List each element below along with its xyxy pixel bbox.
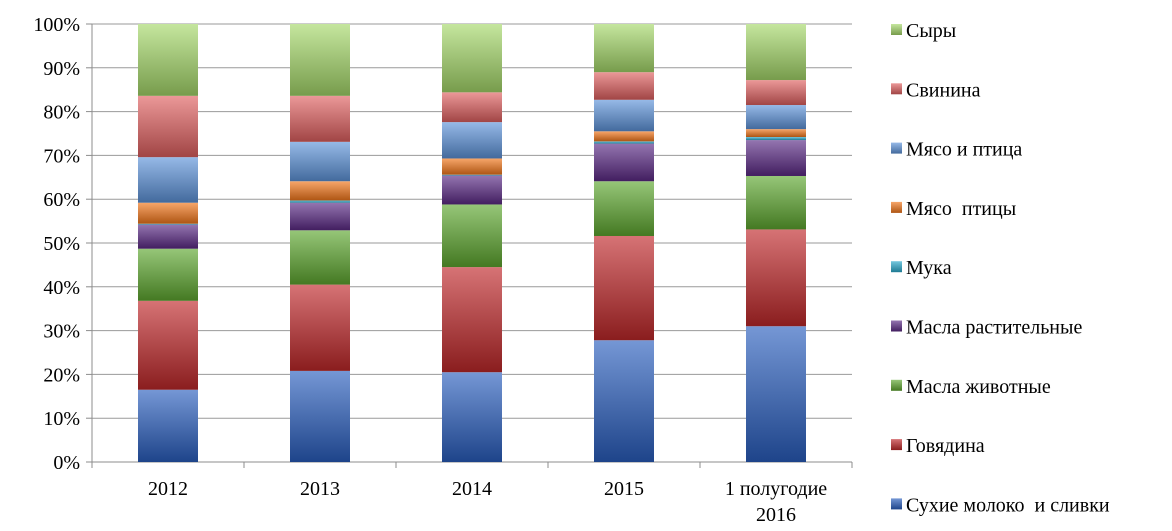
y-tick-label: 40% xyxy=(43,277,80,299)
legend-swatch xyxy=(891,380,902,391)
bar-segment xyxy=(442,176,502,205)
x-tick-label: 2013 xyxy=(300,478,340,500)
bar-segment xyxy=(442,175,502,176)
bar-segment xyxy=(138,24,198,96)
bar-segment xyxy=(442,372,502,462)
legend-label: Мука xyxy=(906,257,952,279)
bar-segment xyxy=(746,137,806,140)
y-tick-label: 10% xyxy=(43,408,80,430)
bar-segment xyxy=(594,131,654,141)
bar-segment xyxy=(594,100,654,132)
bar-segment xyxy=(138,224,198,225)
bar-segment xyxy=(290,142,350,181)
y-tick-label: 90% xyxy=(43,58,80,80)
legend-swatch xyxy=(891,24,902,35)
legend-swatch xyxy=(891,143,902,154)
y-tick-label: 100% xyxy=(33,14,80,36)
bar-segment xyxy=(746,24,806,80)
bar-segment xyxy=(138,301,198,390)
legend-label: Мясо птицы xyxy=(906,198,1016,220)
legend-swatch xyxy=(891,261,902,272)
legend-label: Сыры xyxy=(906,20,956,42)
bar-segment xyxy=(442,122,502,158)
legend-label: Мясо и птица xyxy=(906,139,1022,161)
legend-label: Масла животные xyxy=(906,376,1051,398)
bar-segment xyxy=(594,24,654,72)
bar-segment xyxy=(442,158,502,174)
legend: Сыры Свинина Мясо и птица Мясо птицы Мука Мас… xyxy=(891,20,1110,516)
y-tick-label: 80% xyxy=(43,102,80,124)
bar-segment xyxy=(290,285,350,371)
x-tick-label: 2015 xyxy=(604,478,644,500)
legend-swatch xyxy=(891,439,902,450)
y-tick-label: 70% xyxy=(43,145,80,167)
x-tick-label: 2014 xyxy=(452,478,492,500)
legend-label: Говядина xyxy=(906,435,985,457)
bar-segment xyxy=(442,24,502,92)
bar-segment xyxy=(138,225,198,249)
bar-segment xyxy=(594,141,654,143)
bar-segment xyxy=(746,80,806,105)
bar-segment xyxy=(594,72,654,100)
y-tick-label: 50% xyxy=(43,233,80,255)
legend-swatch xyxy=(891,498,902,509)
y-tick-label: 0% xyxy=(53,452,80,474)
bar-segment xyxy=(138,96,198,157)
bar-segment xyxy=(138,157,198,203)
bar-segment xyxy=(594,236,654,340)
bar-segment xyxy=(290,181,350,200)
bar-segment xyxy=(138,203,198,224)
bar-segment xyxy=(594,144,654,182)
bar-segment xyxy=(290,230,350,284)
bar-segment xyxy=(594,181,654,236)
bar-segment xyxy=(442,267,502,372)
bar-segment xyxy=(746,105,806,129)
bar-segment xyxy=(138,249,198,301)
bar-segment xyxy=(290,24,350,96)
bar-segment xyxy=(138,390,198,462)
bar-segment xyxy=(290,96,350,142)
bar-segment xyxy=(746,176,806,229)
y-tick-label: 30% xyxy=(43,321,80,343)
bar-segment xyxy=(290,201,350,203)
bar-segment xyxy=(290,371,350,462)
bar-segment xyxy=(594,340,654,462)
x-tick-label: 2016 xyxy=(756,504,796,526)
legend-swatch xyxy=(891,83,902,94)
bar-segment xyxy=(290,203,350,231)
legend-label: Масла растительные xyxy=(906,317,1082,339)
x-tick-label: 2012 xyxy=(148,478,188,500)
bar-segment xyxy=(442,92,502,122)
legend-swatch xyxy=(891,321,902,332)
legend-swatch xyxy=(891,202,902,213)
bar-segment xyxy=(746,229,806,326)
y-tick-label: 60% xyxy=(43,189,80,211)
bar-segment xyxy=(442,204,502,267)
bar-segment xyxy=(746,129,806,137)
legend-label: Сухие молоко и сливки xyxy=(906,494,1110,516)
x-tick-label: 1 полугодие xyxy=(725,478,827,500)
legend-label: Свинина xyxy=(906,79,981,101)
bar-segment xyxy=(746,140,806,176)
y-tick-label: 20% xyxy=(43,364,80,386)
bar-segment xyxy=(746,326,806,462)
